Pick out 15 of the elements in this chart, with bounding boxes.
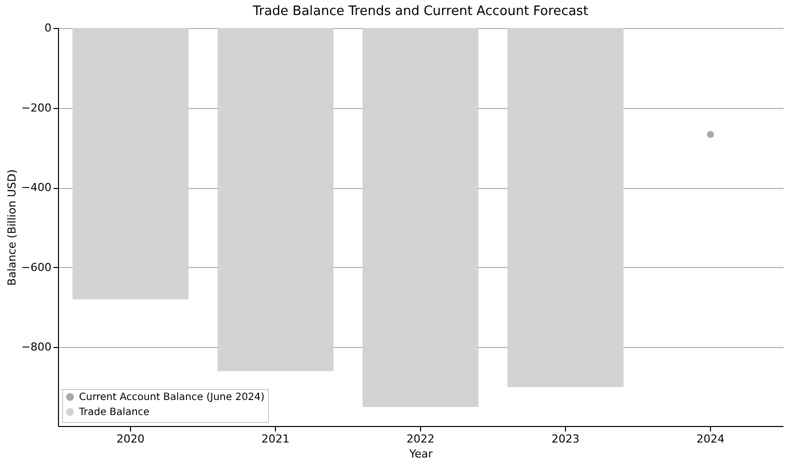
y-axis-title: Balance (Billion USD) bbox=[5, 169, 18, 286]
x-tick-label: 2021 bbox=[262, 432, 290, 446]
y-tick-label: −400 bbox=[21, 181, 52, 194]
y-tick-label: 0 bbox=[44, 22, 52, 34]
x-tick-label: 2023 bbox=[552, 432, 580, 446]
x-axis-title: Year bbox=[408, 448, 434, 460]
chart-title: Trade Balance Trends and Current Account Forecast bbox=[252, 4, 588, 19]
x-tick-label: 2020 bbox=[116, 432, 144, 446]
y-tick-label: −600 bbox=[21, 260, 52, 274]
x-tick-label: 2022 bbox=[406, 432, 434, 446]
y-tick-label: −800 bbox=[21, 340, 52, 354]
legend-label: Current Account Balance (June 2024) bbox=[79, 392, 265, 403]
x-tick-label: 2024 bbox=[696, 432, 724, 446]
legend-label: Trade Balance bbox=[78, 407, 150, 418]
y-tick-label: −200 bbox=[21, 101, 52, 114]
